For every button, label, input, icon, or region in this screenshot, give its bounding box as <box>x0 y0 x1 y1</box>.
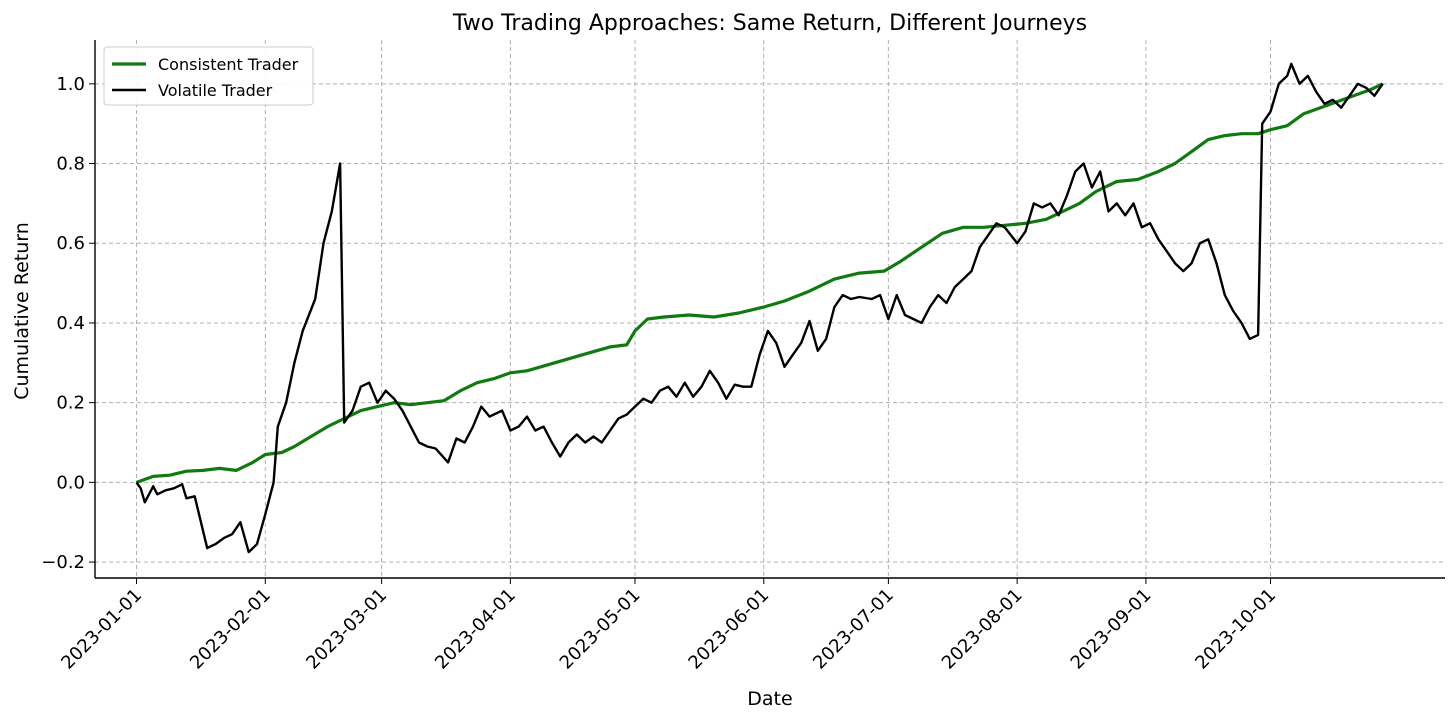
axes <box>89 40 1445 584</box>
x-tick-label: 2023-01-01 <box>57 585 146 674</box>
legend-label-1: Consistent Trader <box>158 55 299 74</box>
legend-label-2: Volatile Trader <box>158 81 273 100</box>
y-tick-label: 0.8 <box>56 154 85 175</box>
x-tick-label: 2023-04-01 <box>431 585 520 674</box>
y-tick-label: −0.2 <box>41 552 85 573</box>
y-tick-label: 0.6 <box>56 233 85 254</box>
x-tick-label: 2023-06-01 <box>684 585 773 674</box>
x-tick-label: 2023-09-01 <box>1067 585 1156 674</box>
x-tick-label: 2023-05-01 <box>556 585 645 674</box>
chart-title: Two Trading Approaches: Same Return, Dif… <box>452 11 1087 36</box>
x-tick-label: 2023-02-01 <box>186 585 275 674</box>
legend-box <box>103 46 314 106</box>
y-tick-labels: −0.2 0.0 0.2 0.4 0.6 0.8 1.0 <box>41 74 85 573</box>
legend: Consistent Trader Volatile Trader <box>103 46 314 106</box>
y-tick-label: 0.2 <box>56 393 85 414</box>
series-line-1 <box>135 82 1384 484</box>
x-tick-labels: 2023-01-01 2023-02-01 2023-03-01 2023-04-01… <box>57 585 1280 674</box>
series-line-2 <box>135 62 1384 554</box>
y-axis-label: Cumulative Return <box>11 222 33 400</box>
x-tick-label: 2023-03-01 <box>302 585 391 674</box>
gridlines <box>95 40 1445 578</box>
x-tick-label: 2023-08-01 <box>938 585 1027 674</box>
y-tick-label: 0.0 <box>56 472 85 493</box>
x-axis-label: Date <box>747 688 792 710</box>
series-layer <box>135 62 1384 554</box>
y-tick-label: 1.0 <box>56 74 85 95</box>
x-tick-label: 2023-10-01 <box>1191 585 1280 674</box>
x-tick-label: 2023-07-01 <box>809 585 898 674</box>
y-tick-label: 0.4 <box>56 313 85 334</box>
